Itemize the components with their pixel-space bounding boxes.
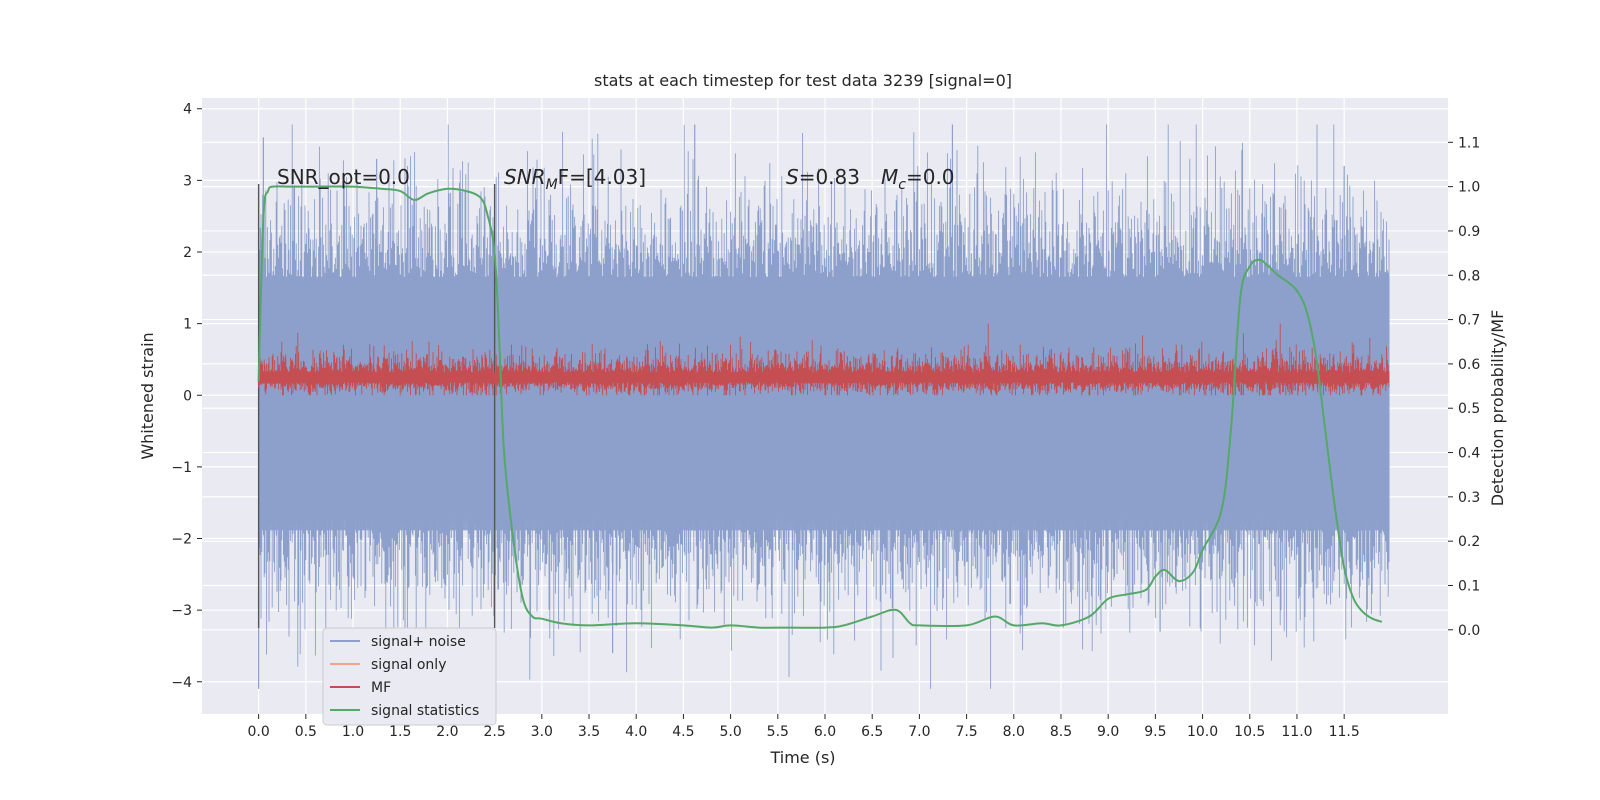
x-tick-label: 7.0 [908,724,930,740]
x-tick-label: 1.0 [342,724,364,740]
y-axis-label: Whitened strain [138,332,157,459]
legend-label-signal-only: signal only [371,657,446,673]
x-tick-label: 10.5 [1234,724,1265,740]
y2-tick-label: 0.9 [1458,224,1480,240]
x-tick-label: 9.0 [1097,724,1119,740]
y-axis-left: −4 −3 −2 −1 0 1 2 3 4 [171,102,202,691]
x-tick-label: 10.0 [1187,724,1218,740]
y2-tick-label: 0.4 [1458,446,1480,462]
y-tick-label: −4 [171,675,192,691]
legend-label-signal-statistics: signal statistics [371,703,479,719]
x-tick-label: 2.5 [483,724,505,740]
annotation-snr-mf: SNRMF=[4.03] [504,165,646,193]
legend-box [322,627,497,726]
x-tick-label: 3.0 [531,724,553,740]
legend-label-signal-noise: signal+ noise [371,634,466,650]
y2-axis-label: Detection probability/MF [1488,310,1507,507]
y-tick-label: −3 [171,603,192,619]
y-tick-label: 2 [183,245,192,261]
x-tick-label: 1.5 [389,724,411,740]
x-tick-label: 0.0 [248,724,270,740]
y2-tick-label: 0.0 [1458,623,1480,639]
annotation-mc: Mc=0.0 [881,165,955,193]
chart-title: stats at each timestep for test data 323… [594,71,1012,90]
y2-tick-label: 0.1 [1458,578,1480,594]
y-tick-label: 0 [183,388,192,404]
signal-noise-series [258,124,1390,689]
x-tick-label: 7.5 [955,724,977,740]
y2-tick-label: 1.0 [1458,180,1480,196]
x-tick-label: 5.5 [767,724,789,740]
x-tick-label: 0.5 [295,724,317,740]
y2-tick-label: 0.2 [1458,534,1480,550]
x-tick-label: 4.5 [672,724,694,740]
legend-label-mf: MF [371,680,391,696]
x-tick-label: 2.0 [436,724,458,740]
x-tick-label: 3.5 [578,724,600,740]
legend: signal+ noise signal only MF signal stat… [322,627,497,726]
y-tick-label: 1 [183,317,192,333]
y2-tick-label: 0.8 [1458,268,1480,284]
y2-tick-label: 0.3 [1458,490,1480,506]
x-tick-label: 11.0 [1281,724,1312,740]
annotation-s: S=0.83 [786,165,860,189]
y2-tick-label: 0.6 [1458,357,1480,373]
y-tick-label: 4 [183,102,192,118]
x-tick-label: 9.5 [1144,724,1166,740]
y2-tick-label: 0.7 [1458,313,1480,329]
y-axis-right: 0.0 0.1 0.2 0.3 0.4 0.5 0.6 0.7 0.8 0.9 1.0 1.1 [1448,135,1480,639]
y2-tick-label: 0.5 [1458,401,1480,417]
y-tick-label: −1 [171,460,192,476]
x-tick-label: 8.0 [1003,724,1025,740]
y-tick-label: 3 [183,173,192,189]
annotation-snr-opt: SNR_opt=0.0 [277,165,410,189]
x-tick-label: 6.0 [814,724,836,740]
x-tick-label: 6.5 [861,724,883,740]
x-tick-label: 4.0 [625,724,647,740]
x-tick-label: 11.5 [1329,724,1360,740]
signal-statistics-series [257,185,1383,629]
y-tick-label: −2 [171,532,192,548]
y2-tick-label: 1.1 [1458,135,1480,151]
x-tick-label: 5.0 [719,724,741,740]
x-axis: 0.0 0.5 1.0 1.5 2.0 2.5 3.0 3.5 4.0 4.5 5.0 5.5 6.0 6… [248,714,1360,740]
x-tick-label: 8.5 [1050,724,1072,740]
x-axis-label: Time (s) [769,748,835,767]
signal-statistics-line [257,185,1383,629]
